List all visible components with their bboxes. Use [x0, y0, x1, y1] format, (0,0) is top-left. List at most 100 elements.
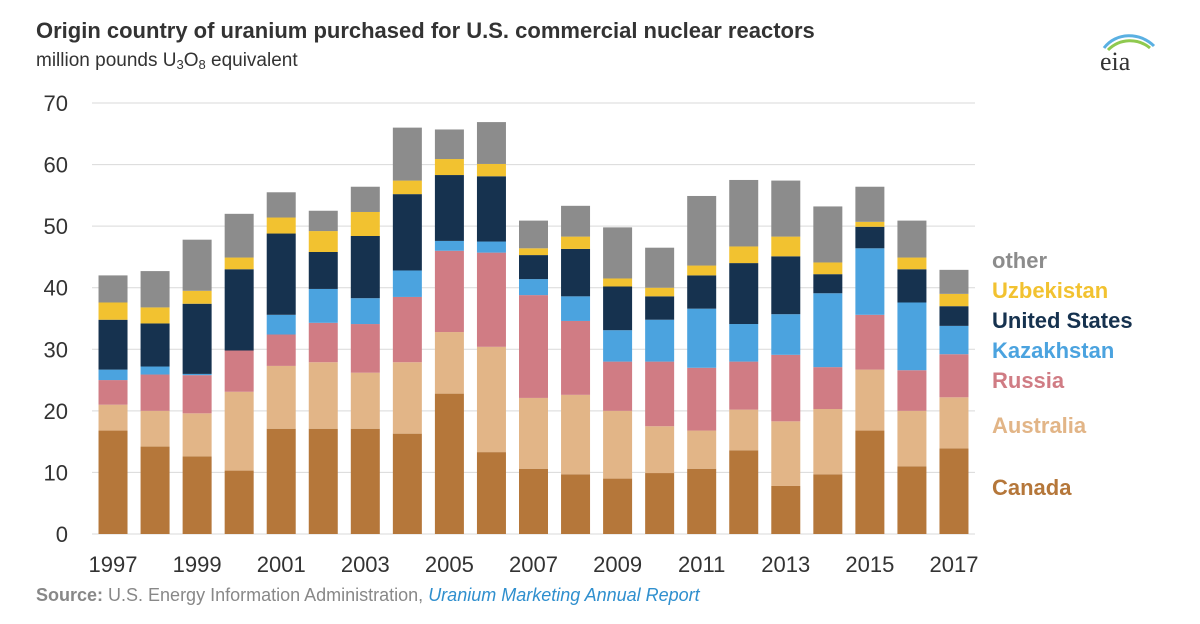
bar-canada-2006 [476, 452, 506, 534]
bar-australia-2001 [266, 365, 296, 429]
bar-russia-2015 [855, 314, 885, 370]
bar-canada-2008 [561, 474, 591, 534]
bar-united-states-2014 [813, 274, 843, 294]
eia-logo-text: eia [1100, 47, 1131, 74]
bar-other-2002 [308, 210, 338, 232]
subtitle-sub-8: 8 [198, 57, 206, 72]
bar-canada-1997 [98, 430, 128, 534]
bar-other-2005 [434, 129, 464, 160]
bar-other-2000 [224, 213, 254, 258]
bar-canada-2017 [939, 448, 969, 534]
x-tick-label: 2009 [593, 552, 642, 577]
y-tick-label: 40 [44, 276, 68, 301]
bar-canada-2010 [645, 473, 675, 534]
bar-uzbekistan-2000 [224, 257, 254, 270]
bar-other-2008 [561, 205, 591, 237]
bar-russia-2011 [687, 367, 717, 431]
bar-kazakhstan-2013 [771, 314, 801, 355]
bar-other-2009 [603, 227, 633, 279]
bar-uzbekistan-2008 [561, 236, 591, 249]
bar-russia-2002 [308, 322, 338, 363]
bar-uzbekistan-2015 [855, 221, 885, 227]
bar-united-states-2017 [939, 306, 969, 326]
bar-canada-2000 [224, 470, 254, 534]
bar-united-states-1997 [98, 319, 128, 370]
bar-australia-1998 [140, 410, 170, 447]
bar-united-states-2013 [771, 256, 801, 315]
legend-other: other [992, 248, 1047, 273]
bar-other-2016 [897, 220, 927, 258]
bar-canada-2011 [687, 468, 717, 534]
bar-canada-2009 [603, 478, 633, 534]
bar-kazakhstan-2009 [603, 330, 633, 362]
x-tick-label: 2001 [257, 552, 306, 577]
bar-united-states-2004 [392, 194, 422, 271]
bar-australia-2011 [687, 430, 717, 469]
bar-united-states-2011 [687, 275, 717, 309]
subtitle-pre: million pounds U [36, 50, 177, 71]
bar-canada-2014 [813, 474, 843, 534]
bar-russia-2009 [603, 361, 633, 411]
bar-russia-2014 [813, 367, 843, 410]
bar-kazakhstan-2012 [729, 324, 759, 362]
bar-russia-2000 [224, 350, 254, 392]
bar-kazakhstan-2005 [434, 240, 464, 251]
y-tick-label: 70 [44, 91, 68, 116]
x-tick-label: 1997 [89, 552, 138, 577]
bar-russia-1997 [98, 380, 128, 405]
legend-united-states: United States [992, 308, 1133, 333]
bar-united-states-2015 [855, 226, 885, 249]
x-tick-label: 2007 [509, 552, 558, 577]
bar-uzbekistan-2013 [771, 236, 801, 257]
bar-other-2015 [855, 186, 885, 222]
bar-uzbekistan-2006 [476, 163, 506, 177]
bar-kazakhstan-2008 [561, 296, 591, 321]
source-report-link[interactable]: Uranium Marketing Annual Report [428, 585, 700, 605]
bar-uzbekistan-2001 [266, 217, 296, 234]
bar-uzbekistan-2002 [308, 231, 338, 253]
bar-canada-2002 [308, 428, 338, 534]
bar-australia-2007 [519, 397, 548, 469]
bar-united-states-1999 [182, 303, 212, 374]
bar-australia-2017 [939, 397, 969, 449]
y-tick-label: 0 [56, 522, 68, 547]
bar-kazakhstan-2004 [392, 270, 422, 297]
bar-kazakhstan-2007 [519, 279, 548, 296]
bar-uzbekistan-2007 [519, 248, 548, 256]
bar-australia-2000 [224, 391, 254, 471]
bar-uzbekistan-2005 [434, 159, 464, 176]
bar-kazakhstan-2016 [897, 302, 927, 371]
bar-kazakhstan-2014 [813, 293, 843, 368]
bar-united-states-2005 [434, 175, 464, 241]
bar-australia-2010 [645, 426, 675, 474]
bar-kazakhstan-2003 [350, 298, 380, 325]
source-note: Source: U.S. Energy Information Administ… [36, 585, 700, 606]
bar-russia-2016 [897, 370, 927, 411]
bar-kazakhstan-2002 [308, 288, 338, 323]
bar-australia-2009 [603, 410, 633, 479]
bar-other-2007 [519, 220, 548, 249]
bar-other-2003 [350, 186, 380, 212]
bar-canada-2012 [729, 450, 759, 534]
legend-canada: Canada [992, 475, 1072, 500]
bar-canada-1999 [182, 456, 212, 534]
bar-australia-1997 [98, 404, 128, 431]
subtitle-sub-3: 3 [176, 57, 184, 72]
bar-kazakhstan-1997 [98, 369, 128, 381]
bar-united-states-2009 [603, 286, 633, 331]
bar-australia-2013 [771, 421, 801, 486]
x-tick-label: 2013 [761, 552, 810, 577]
bar-kazakhstan-2006 [476, 241, 506, 253]
bar-other-2006 [476, 122, 506, 164]
bar-other-2010 [645, 247, 675, 288]
bar-uzbekistan-2003 [350, 211, 380, 236]
bar-uzbekistan-2010 [645, 287, 675, 297]
bar-united-states-2016 [897, 269, 927, 303]
bar-other-2017 [939, 269, 969, 294]
bar-other-2014 [813, 206, 843, 263]
bar-united-states-2000 [224, 269, 254, 351]
legend-russia: Russia [992, 368, 1065, 393]
x-tick-label: 2011 [678, 552, 725, 577]
chart-title: Origin country of uranium purchased for … [36, 18, 815, 43]
